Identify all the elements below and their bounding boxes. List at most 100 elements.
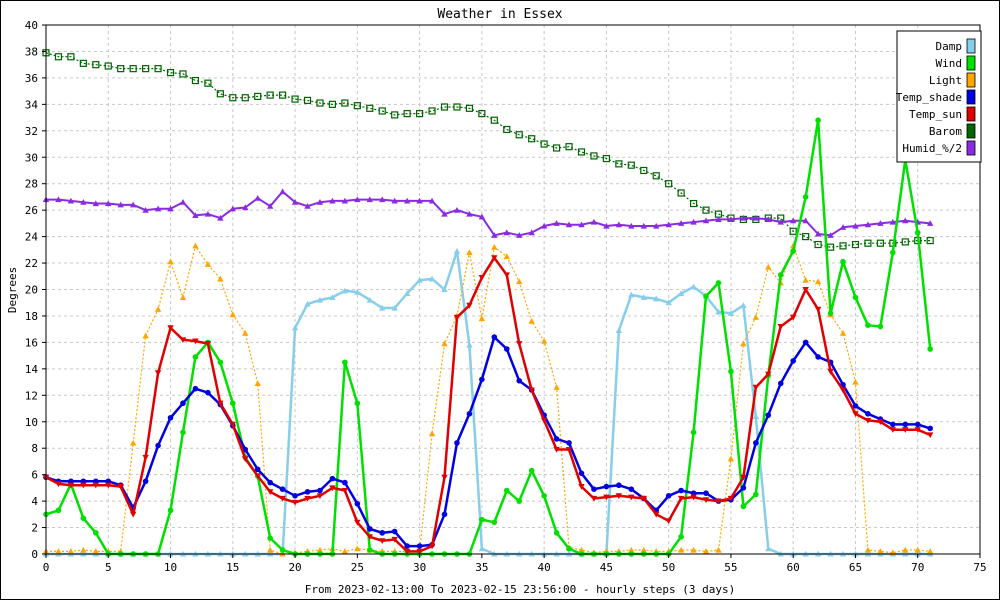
data-point-humid-2 — [416, 197, 423, 204]
y-tick-label: 36 — [25, 72, 38, 85]
data-point-temp-sun — [67, 482, 75, 489]
data-point-temp-sun — [354, 519, 361, 526]
data-point-temp-shade — [690, 490, 697, 496]
data-point-temp-sun — [528, 387, 535, 394]
data-point-temp-sun — [217, 400, 224, 407]
data-point-barom — [577, 148, 586, 156]
data-point-humid-2 — [403, 197, 411, 204]
data-point-temp-sun — [92, 482, 100, 489]
legend-swatch — [966, 55, 976, 71]
data-point-temp-sun — [715, 498, 722, 505]
data-point-temp-shade — [678, 487, 684, 494]
data-point-temp-sun — [653, 511, 660, 518]
data-point-temp-shade — [329, 475, 336, 482]
data-point-humid-2 — [229, 205, 236, 212]
x-tick-label: 50 — [662, 561, 675, 574]
data-point-light — [179, 294, 187, 300]
data-point-barom — [92, 61, 100, 69]
data-point-wind — [491, 519, 498, 526]
data-point-temp-sun — [167, 325, 174, 332]
data-point-temp-shade — [416, 543, 423, 549]
data-point-barom — [640, 166, 648, 175]
data-point-damp — [366, 296, 373, 303]
data-point-temp-sun — [391, 536, 398, 543]
data-point-humid-2 — [677, 220, 685, 226]
data-point-damp — [478, 545, 486, 552]
data-point-temp-sun — [204, 341, 212, 347]
y-axis-label: Degrees — [6, 267, 19, 313]
y-tick-label: 8 — [31, 442, 38, 455]
data-point-temp-shade — [815, 354, 821, 360]
data-point-temp-shade — [578, 470, 585, 477]
series-line-barom — [45, 52, 931, 248]
data-point-barom — [528, 135, 536, 143]
data-point-wind — [566, 545, 572, 552]
data-point-barom — [241, 94, 249, 102]
data-point-light — [266, 546, 274, 553]
data-point-temp-sun — [254, 473, 261, 480]
data-point-humid-2 — [926, 220, 934, 226]
data-point-barom — [266, 91, 274, 99]
data-point-barom — [54, 53, 63, 61]
data-point-humid-2 — [902, 217, 909, 224]
data-point-humid-2 — [814, 230, 822, 237]
data-point-temp-shade — [852, 403, 859, 409]
data-point-temp-shade — [366, 526, 373, 532]
data-point-temp-sun — [129, 511, 137, 518]
data-point-barom — [814, 240, 822, 249]
data-point-temp-shade — [142, 478, 149, 485]
data-point-light — [254, 380, 261, 386]
data-point-humid-2 — [391, 197, 398, 204]
data-point-temp-sun — [914, 427, 921, 433]
data-point-humid-2 — [167, 205, 174, 212]
data-point-humid-2 — [615, 221, 623, 228]
data-point-humid-2 — [802, 217, 809, 224]
x-tick-label: 10 — [164, 561, 177, 574]
data-point-humid-2 — [864, 221, 872, 228]
data-point-humid-2 — [254, 195, 261, 201]
legend-swatch — [966, 89, 976, 105]
data-point-barom — [428, 107, 436, 115]
data-point-wind — [802, 194, 809, 200]
data-point-temp-shade — [167, 414, 174, 421]
data-point-light — [167, 258, 174, 265]
data-point-temp-sun — [428, 543, 436, 550]
data-point-barom — [129, 65, 137, 73]
data-point-damp — [690, 283, 697, 290]
data-point-light — [864, 546, 872, 553]
data-point-light — [540, 337, 548, 344]
data-point-barom — [440, 103, 449, 111]
data-point-light — [765, 263, 772, 270]
data-point-temp-sun — [615, 493, 623, 500]
data-point-temp-sun — [677, 495, 685, 502]
data-point-humid-2 — [752, 214, 760, 221]
data-point-humid-2 — [242, 204, 249, 211]
data-point-damp — [316, 296, 324, 303]
data-point-light — [740, 340, 747, 347]
data-point-humid-2 — [366, 196, 373, 203]
data-point-barom — [416, 110, 424, 118]
data-point-temp-sun — [379, 538, 386, 544]
data-point-barom — [67, 53, 75, 61]
data-point-barom — [839, 242, 847, 250]
x-tick-label: 25 — [351, 561, 364, 574]
data-point-humid-2 — [129, 201, 137, 208]
series-line-light — [46, 245, 931, 555]
legend-swatch — [966, 140, 976, 156]
x-tick-label: 65 — [849, 561, 862, 574]
data-point-damp — [466, 341, 473, 348]
data-point-temp-shade — [479, 376, 485, 383]
data-point-wind — [342, 359, 348, 366]
data-point-barom — [665, 180, 673, 188]
data-point-temp-shade — [180, 400, 186, 407]
data-point-temp-shade — [616, 482, 622, 489]
data-point-temp-shade — [105, 478, 112, 485]
data-point-humid-2 — [92, 200, 100, 207]
data-point-barom — [117, 65, 125, 73]
data-point-humid-2 — [154, 205, 162, 212]
data-point-light — [814, 278, 822, 285]
data-point-temp-shade — [628, 486, 635, 492]
data-point-light — [578, 546, 585, 553]
data-point-damp — [403, 290, 411, 297]
